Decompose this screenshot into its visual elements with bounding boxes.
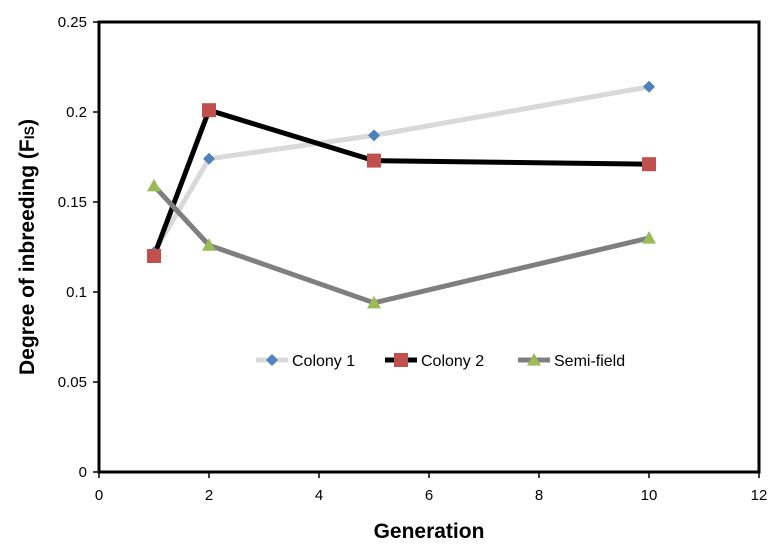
y-axis-title-subscript: IS <box>21 126 37 139</box>
legend-label-semi-field: Semi-field <box>554 353 625 370</box>
legend: Colony 1 Colony 2 Semi-field <box>256 353 625 370</box>
series-line-colony-2 <box>151 107 650 257</box>
y-tick-label: 0.15 <box>58 194 87 211</box>
data-point-semi-field <box>367 295 381 309</box>
x-axis-ticks: 0 2 4 6 8 10 12 <box>95 472 768 504</box>
legend-label-colony-1: Colony 1 <box>292 353 355 370</box>
data-point-colony-2 <box>147 249 161 263</box>
x-tick-label: 6 <box>425 487 433 504</box>
y-axis-title-main: Degree of inbreeding (F <box>16 139 39 375</box>
data-point-semi-field <box>202 238 216 251</box>
x-tick-label: 10 <box>641 487 658 504</box>
series-layer <box>147 80 656 309</box>
legend-marker-semi-field <box>527 353 541 366</box>
data-point-colony-2 <box>642 157 656 172</box>
series-line-semi-field <box>152 184 650 306</box>
y-tick-label: 0.2 <box>66 104 87 121</box>
y-axis-title: Degree of inbreeding (FIS) <box>16 119 39 375</box>
y-axis-ticks: 0 0.05 0.1 0.15 0.2 0.25 <box>58 14 99 481</box>
data-point-colony-1 <box>203 152 215 165</box>
y-tick-label: 0 <box>79 464 87 481</box>
legend-label-colony-2: Colony 2 <box>421 353 484 370</box>
y-tick-label: 0.25 <box>58 14 87 31</box>
y-axis-title-close: ) <box>16 119 39 126</box>
y-tick-label: 0.1 <box>66 284 87 301</box>
x-tick-label: 12 <box>751 487 768 504</box>
data-point-colony-1 <box>643 80 655 93</box>
x-axis-title: Generation <box>374 520 485 543</box>
x-tick-label: 4 <box>315 487 323 504</box>
y-tick-label: 0.05 <box>58 374 87 391</box>
legend-marker-colony-2 <box>394 353 408 367</box>
data-point-colony-2 <box>202 103 216 118</box>
data-point-colony-2 <box>367 153 381 168</box>
series-line-colony-1 <box>151 84 650 254</box>
data-point-semi-field <box>147 178 161 192</box>
data-point-semi-field <box>642 231 656 244</box>
x-tick-label: 8 <box>535 487 543 504</box>
x-tick-label: 0 <box>95 487 103 504</box>
data-point-colony-1 <box>368 129 380 142</box>
plot-area <box>97 20 761 474</box>
legend-marker-colony-1 <box>266 354 278 366</box>
x-tick-label: 2 <box>205 487 213 504</box>
